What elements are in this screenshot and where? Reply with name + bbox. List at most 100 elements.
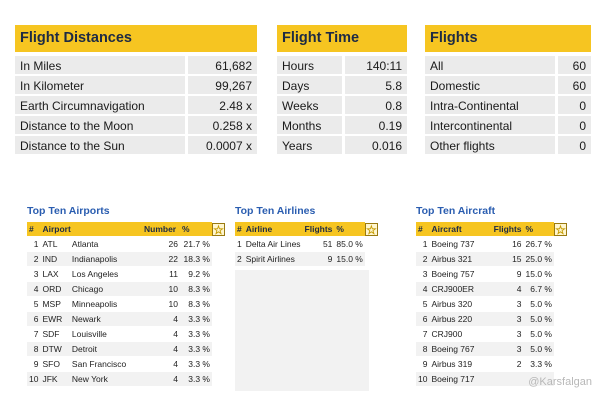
table-row: 7 SDF Louisville 4 3.3 % [27,327,230,341]
rank-cell: 2 [235,252,244,266]
col-number: Number [142,222,180,236]
col-percent: % [180,222,212,236]
airport-code-cell: IND [40,252,70,266]
col-flights: Flights [491,222,524,236]
table-row: 4 ORD Chicago 10 8.3 % [27,282,230,296]
time-value: 0.016 [345,136,407,154]
row-spacer [554,357,572,371]
percent-cell: 21.7 % [183,239,210,249]
flights-cell: 3 [516,329,522,339]
aircraft-title: Top Ten Aircraft [416,205,496,217]
star-icon[interactable]: ☆ [364,222,378,237]
rank-cell: 1 [33,239,39,249]
percent-cell: 3.3 % [180,312,212,326]
aircraft-header-row: # Aircraft Flights % ☆ [416,222,572,236]
flights-cell: 51 [322,239,333,249]
airport-city-cell: Chicago [69,282,142,296]
flights-label: All [425,56,555,74]
table-row: 5 Airbus 320 3 5.0 % [416,297,572,311]
flights-cell: 9 [302,252,335,266]
flights-cell: 2 [516,359,522,369]
row-spacer [364,237,378,251]
airline-name-cell: Delta Air Lines [245,239,301,249]
distance-label: Distance to the Sun [15,136,185,154]
percent-cell: 5.0 % [530,299,552,309]
distance-value: 2.48 x [188,96,257,114]
time-row: Weeks 0.8 [277,94,407,114]
airport-city-cell: Louisville [71,329,107,339]
percent-cell: 9.2 % [188,269,210,279]
time-label: Hours [277,56,342,74]
distance-row: Distance to the Sun 0.0007 x [15,134,257,154]
flights-cell: 3 [491,312,524,326]
number-cell: 4 [173,359,178,369]
airlines-table: # Airline Flights % ☆ 1 Delta Air Lines 51… [235,221,378,267]
percent-cell: 85.0 % [336,239,363,249]
airlines-star-cell: ☆ [364,222,378,237]
flights-label: Intercontinental [425,116,555,134]
airport-code-cell: SDF [42,329,60,339]
table-row: 1 Delta Air Lines 51 85.0 % [235,237,378,251]
flights-label: Intra-Continental [425,96,555,114]
rank-cell: 3 [422,269,428,279]
row-spacer [212,252,230,266]
rank-cell: 10 [416,372,430,386]
time-panel: Flight Time Hours 140:11 Days 5.8 Weeks 0.8… [277,25,407,154]
rank-cell: 10 [27,372,41,386]
percent-cell: 8.3 % [180,282,212,296]
airports-header-row: # Airport Number % ☆ [27,222,230,236]
percent-cell: 15.0 % [334,252,365,266]
col-percent: % [523,222,554,236]
flights-rows: All 60 Domestic 60 Intra-Continental 0 Inte… [425,54,591,154]
airport-city-cell: Atlanta [71,239,99,249]
table-row: 4 CRJ900ER 4 6.7 % [416,282,572,296]
aircraft-star-cell: ☆ [554,222,572,236]
airport-city-cell: Indianapolis [69,252,142,266]
aircraft-name-cell: CRJ900 [431,329,463,339]
watermark: @Karsfalgan [528,376,592,388]
rank-cell: 7 [422,329,428,339]
airlines-title: Top Ten Airlines [235,205,316,217]
airport-code-cell: DTW [40,342,70,356]
aircraft-name-cell: Boeing 717 [429,372,492,386]
table-row: 3 Boeing 757 9 15.0 % [416,267,572,281]
percent-cell: 6.7 % [523,282,554,296]
percent-cell: 3.3 % [530,359,552,369]
star-icon[interactable]: ☆ [554,222,567,237]
airports-table: # Airport Number % ☆ 1 ATL Atlanta 26 21.7 %… [27,221,230,387]
flights-row: All 60 [425,54,591,74]
time-label: Weeks [277,96,342,114]
airports-title: Top Ten Airports [27,205,110,217]
percent-cell: 18.3 % [180,252,212,266]
row-spacer [212,297,230,311]
number-cell: 4 [173,329,178,339]
airport-code-cell: JFK [40,372,70,386]
flights-label: Other flights [425,136,555,154]
percent-cell: 25.0 % [523,252,554,266]
distance-value: 0.0007 x [188,136,257,154]
row-spacer [554,372,572,386]
rank-cell: 8 [27,342,41,356]
flights-label: Domestic [425,76,555,94]
rank-cell: 3 [33,269,39,279]
airport-city-cell: Detroit [69,342,142,356]
airlines-header-row: # Airline Flights % ☆ [235,222,378,236]
airport-city-cell: New York [69,372,142,386]
flights-cell: 3 [516,299,522,309]
row-spacer [554,297,572,311]
table-row: 6 Airbus 220 3 5.0 % [416,312,572,326]
table-row: 10 JFK New York 4 3.3 % [27,372,230,386]
rank-cell: 6 [416,312,430,326]
star-icon[interactable]: ☆ [212,222,225,237]
airport-code-cell: SFO [42,359,60,369]
time-value: 0.8 [345,96,407,114]
time-label: Years [277,136,342,154]
aircraft-name-cell: Boeing 767 [429,342,492,356]
table-row: 8 DTW Detroit 4 3.3 % [27,342,230,356]
flights-value: 0 [558,96,591,114]
percent-cell [523,372,554,386]
airline-name-cell: Spirit Airlines [243,252,303,266]
table-row: 10 Boeing 717 [416,372,572,386]
percent-cell: 5.0 % [530,329,552,339]
time-title: Flight Time [277,25,407,52]
